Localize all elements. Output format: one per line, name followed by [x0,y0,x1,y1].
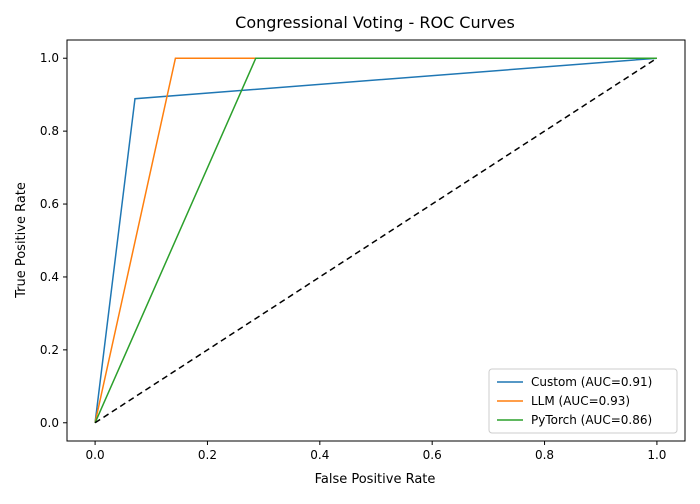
legend-label-2: PyTorch (AUC=0.86) [531,413,652,427]
x-tick-label-1: 0.2 [198,448,217,462]
y-tick-label-3: 0.6 [40,197,59,211]
x-axis-label: False Positive Rate [315,472,436,487]
series-line-2 [94,57,657,424]
plot-frame [66,39,686,442]
legend-box [488,368,678,434]
y-tick-label-4: 0.8 [40,124,59,138]
y-tick-label-5: 1.0 [40,51,59,65]
legend-label-0: Custom (AUC=0.91) [531,375,652,389]
series-line-0 [94,57,657,423]
y-axis-label: True Positive Rate [14,182,29,299]
x-tick-label-3: 0.6 [423,448,442,462]
x-tick-label-2: 0.4 [310,448,329,462]
x-tick-label-5: 1.0 [647,448,666,462]
y-tick-label-0: 0.0 [40,416,59,430]
legend: Custom (AUC=0.91) LLM (AUC=0.93) PyTorch (… [488,368,678,434]
x-tick-label-0: 0.0 [86,448,105,462]
chart-title: Congressional Voting - ROC Curves [235,13,515,32]
y-tick-label-1: 0.2 [40,343,59,357]
y-tick-label-2: 0.4 [40,270,59,284]
legend-label-1: LLM (AUC=0.93) [531,394,630,408]
x-tick-label-4: 0.8 [535,448,554,462]
reference-diagonal-line [94,57,658,424]
plot-area: 0.0 0.2 0.4 0.6 0.8 1.0 0.0 0.2 0.4 0.6 0.8 1.0 [40,39,686,462]
